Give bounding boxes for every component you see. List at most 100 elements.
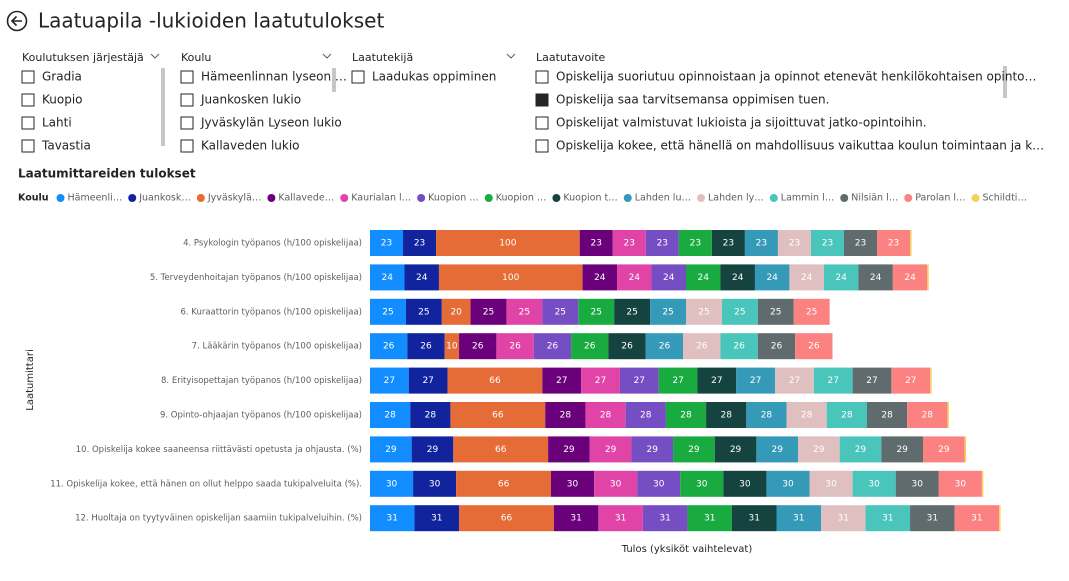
checkbox[interactable]	[535, 139, 549, 153]
checkbox[interactable]	[535, 93, 549, 107]
legend-marker	[769, 194, 778, 202]
data-label: 30	[825, 479, 837, 489]
bar-segment	[910, 505, 955, 532]
data-label: 24	[382, 273, 394, 283]
bar-segment	[877, 230, 911, 256]
legend-label: Kuopion …	[496, 193, 547, 204]
bar-segment	[798, 436, 840, 463]
bar-segment	[405, 298, 442, 325]
category-label: 10. Opiskelija kokee saaneensa riittäväs…	[76, 445, 362, 455]
checkbox[interactable]	[180, 139, 194, 153]
bar-segment	[881, 436, 923, 463]
category-label: 7. Lääkärin työpanos (h/100 opiskelijaa)	[192, 342, 362, 352]
data-label: 26	[696, 342, 708, 352]
bar-segment	[619, 367, 659, 394]
data-label: 66	[501, 514, 513, 524]
bar-segment	[645, 333, 684, 360]
checkbox[interactable]	[21, 93, 35, 107]
data-label: 31	[570, 514, 581, 524]
slicer-item[interactable]: Opiskelija saa tarvitsemansa oppimisen t…	[556, 93, 829, 107]
bar-segment	[673, 436, 715, 463]
legend-label: Juankosk…	[138, 193, 191, 204]
category-label: 5. Terveydenhoitajan työpanos (h/100 opi…	[150, 273, 362, 283]
data-label: 27	[789, 376, 800, 386]
slicer-chevron[interactable]	[322, 53, 332, 59]
slicer-item[interactable]: Tavastia	[41, 139, 91, 153]
checkbox[interactable]	[180, 93, 194, 107]
data-label: 26	[659, 342, 671, 352]
data-label: 100	[499, 239, 516, 249]
data-label: 31	[838, 514, 849, 524]
legend-label: Jyväskylä…	[207, 193, 262, 204]
legend-marker	[623, 194, 632, 202]
bar-segment	[407, 333, 445, 360]
checkbox[interactable]	[21, 139, 35, 153]
slicer-item[interactable]: Lahti	[42, 116, 72, 130]
data-label: 25	[626, 307, 637, 317]
slicer-item[interactable]: Gradia	[42, 70, 82, 84]
checkbox[interactable]	[21, 70, 35, 84]
checkbox[interactable]	[535, 116, 549, 130]
slicer-item[interactable]: Opiskelijat valmistuvat lukioista ja sij…	[556, 116, 927, 130]
data-label: 29	[771, 445, 783, 455]
bar-segment	[550, 470, 595, 497]
slicer-item[interactable]: Juankosken lukio	[200, 93, 301, 107]
bar-segment	[789, 264, 824, 291]
data-label: 25	[770, 307, 781, 317]
slicer-item[interactable]: Laadukas oppiminen	[372, 70, 496, 84]
bar-segment	[907, 402, 948, 428]
data-label: 30	[429, 479, 441, 489]
data-label: 25	[483, 307, 494, 317]
data-label: 26	[808, 342, 820, 352]
slicer-item[interactable]: Opiskelija suoriutuu opinnoistaan ja opi…	[556, 70, 1037, 84]
slicer-item[interactable]: Opiskelija kokee, että hänellä on mahdol…	[556, 139, 1044, 153]
data-label: 30	[567, 479, 579, 489]
legend-label: Parolan l…	[915, 193, 965, 204]
back-button[interactable]	[6, 10, 28, 32]
bar-segment	[553, 505, 599, 532]
data-label: 26	[771, 342, 783, 352]
bar-segment	[614, 298, 651, 325]
checkbox[interactable]	[535, 70, 549, 84]
data-label: 25	[662, 307, 673, 317]
data-label: 30	[912, 479, 924, 489]
legend-label: Kaurialan l…	[351, 193, 411, 204]
slicer-item[interactable]: Kuopio	[42, 93, 83, 107]
bar-segment	[450, 402, 546, 428]
bar-segment	[625, 402, 666, 428]
data-label: 24	[835, 273, 847, 283]
data-label: 27	[711, 376, 722, 386]
checkbox[interactable]	[21, 116, 35, 130]
bar-segment	[370, 333, 408, 360]
category-label: 12. Huoltaja on tyytyväinen opiskelijan …	[75, 514, 362, 524]
data-label: 27	[750, 376, 761, 386]
data-label: 23	[789, 239, 800, 249]
data-label: 28	[384, 411, 396, 421]
legend-label: Lahden lu…	[635, 193, 691, 204]
slicer-chevron[interactable]	[506, 53, 516, 59]
checkbox[interactable]	[180, 70, 194, 84]
slicer-item[interactable]: Jyväskylän Lyseon lukio	[200, 116, 342, 130]
data-label: 29	[688, 445, 700, 455]
bar-segment	[706, 402, 747, 428]
bar-segment	[645, 230, 679, 256]
data-label: 25	[734, 307, 745, 317]
data-label: 27	[595, 376, 606, 386]
bar-segment	[665, 402, 707, 428]
checkbox[interactable]	[180, 116, 194, 130]
slicer-header: Laatutekijä	[352, 51, 413, 64]
checkbox[interactable]	[351, 70, 365, 84]
slicer-item[interactable]: Kallaveden lukio	[201, 139, 300, 153]
data-label: 24	[766, 273, 778, 283]
bar-segment	[786, 402, 827, 428]
bar-segment	[756, 436, 799, 463]
data-label: 27	[556, 376, 567, 386]
slicer-chevron[interactable]	[150, 53, 160, 59]
bar-segment	[680, 470, 724, 497]
data-label: 26	[547, 342, 559, 352]
bar-segment	[545, 402, 586, 428]
data-label: 30	[610, 479, 622, 489]
data-label: 28	[841, 411, 853, 421]
bar-segment	[678, 230, 712, 256]
slicer-item[interactable]: Hämeenlinnan lyseon …	[201, 70, 347, 84]
